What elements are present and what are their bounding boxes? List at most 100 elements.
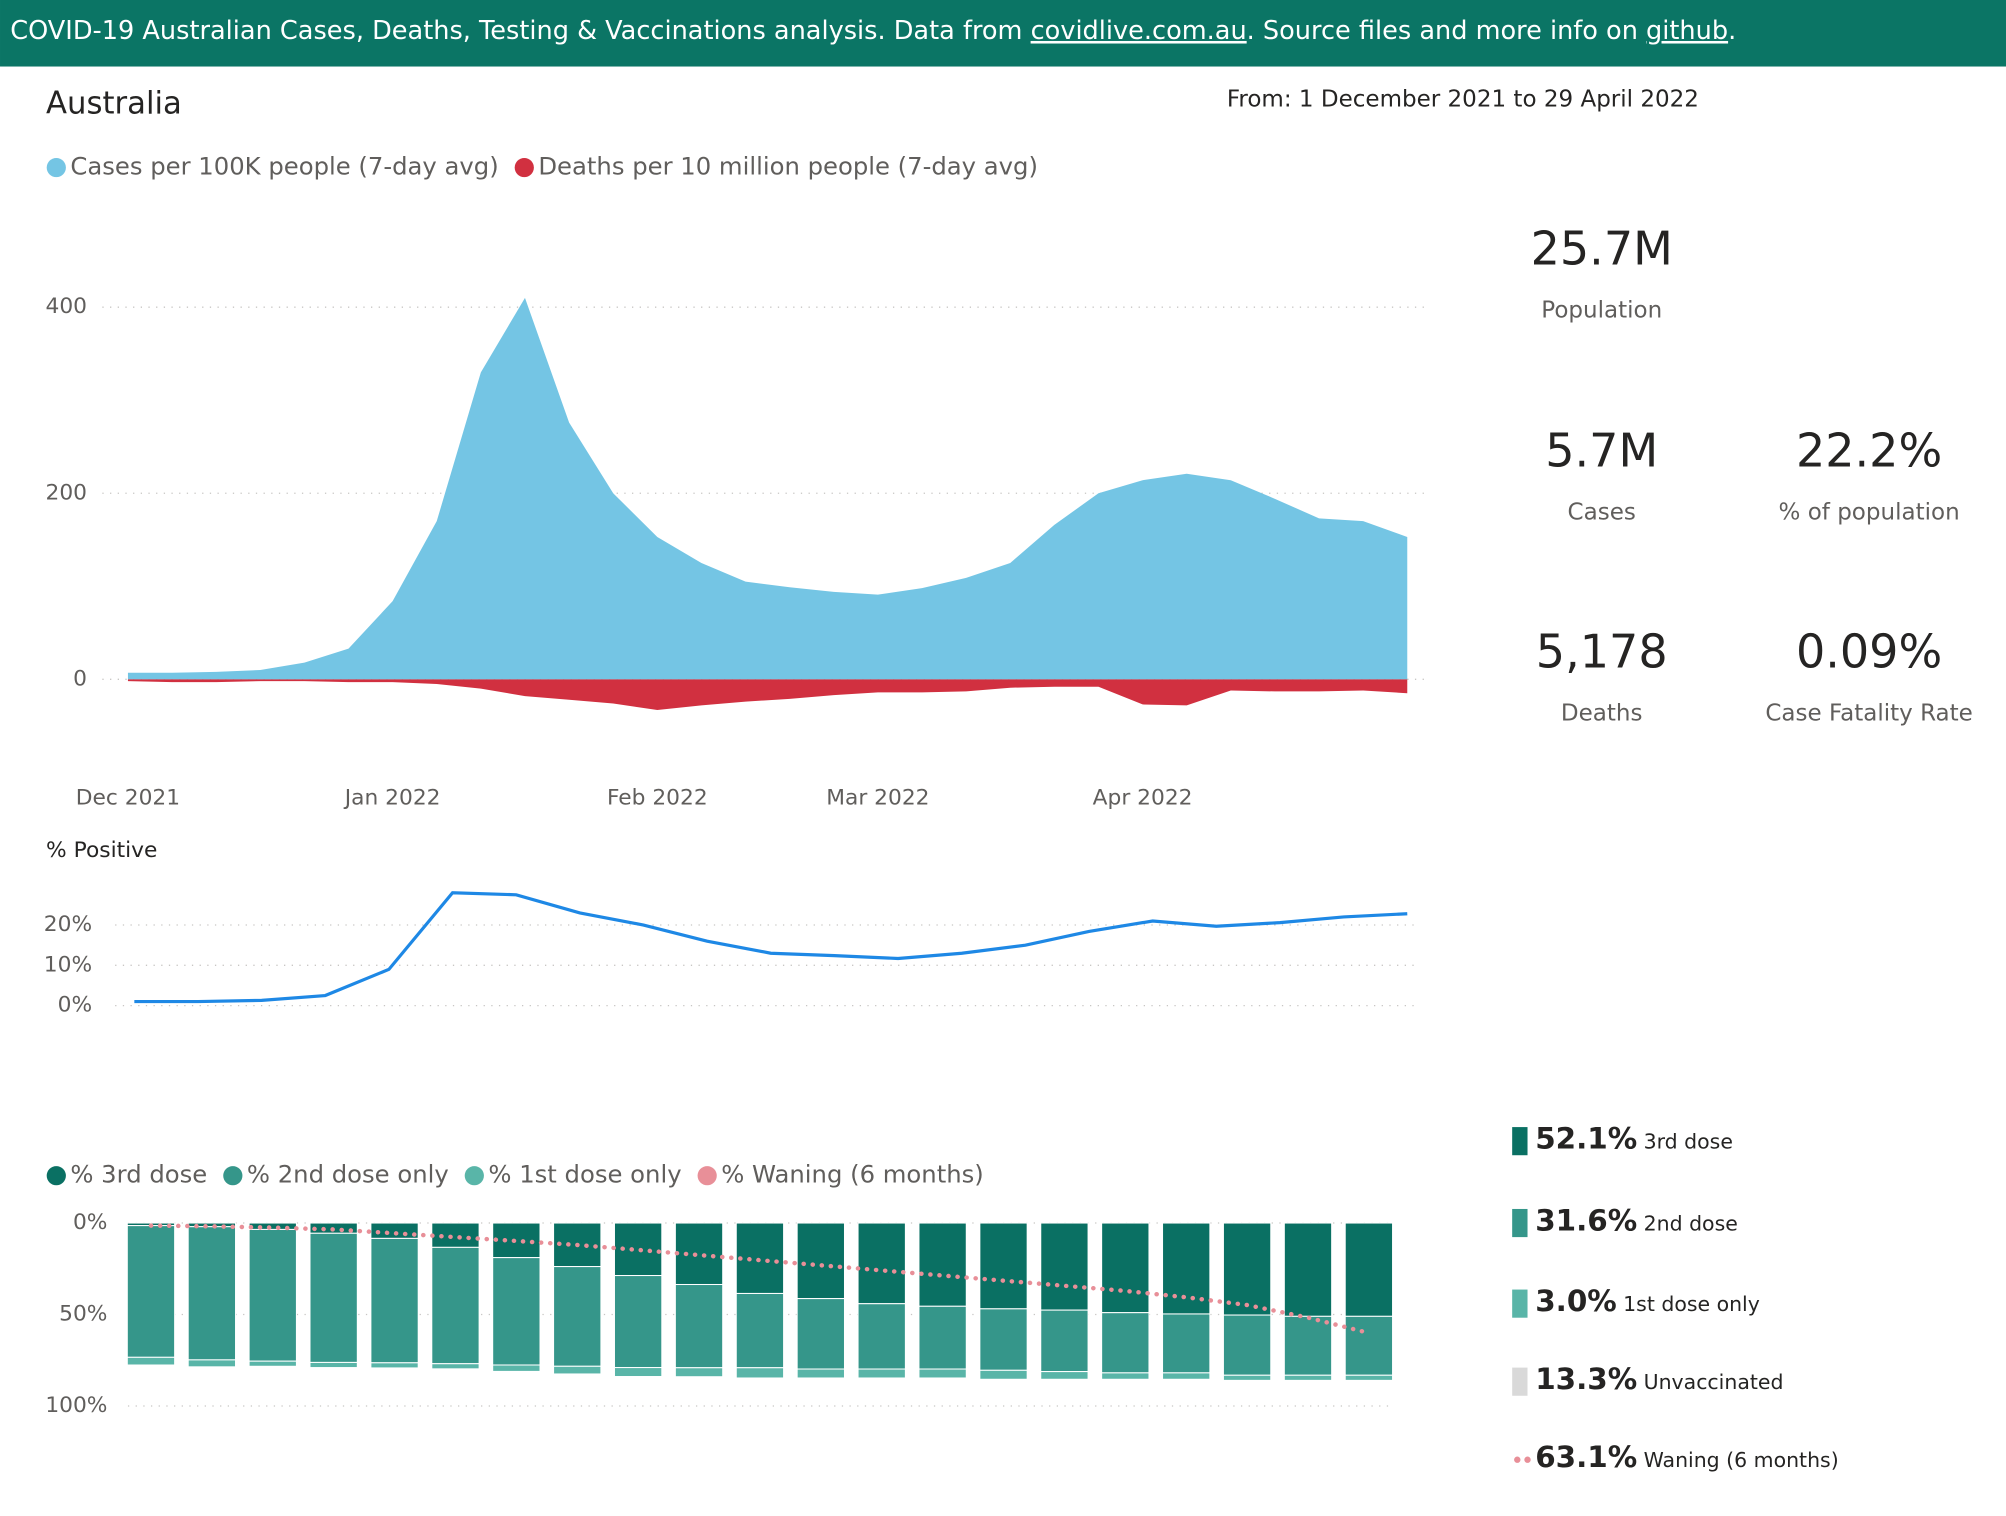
legend-swatch bbox=[1512, 1208, 1528, 1238]
bar-segment bbox=[1222, 1374, 1272, 1381]
bar-segment bbox=[735, 1367, 785, 1379]
header-text: COVID-19 Australian Cases, Deaths, Testi… bbox=[10, 16, 1736, 46]
kpi-value: 0.09% bbox=[1796, 625, 1942, 679]
kpi-value: 5,178 bbox=[1536, 625, 1668, 679]
waning-line bbox=[148, 1223, 1372, 1336]
bar-segment bbox=[1283, 1315, 1333, 1376]
bar-segment bbox=[796, 1222, 846, 1300]
bar-segment bbox=[674, 1283, 724, 1369]
kpi-label: Deaths bbox=[1561, 700, 1643, 726]
bar-segment bbox=[1344, 1374, 1394, 1381]
header-text-part: . Source files and more info on bbox=[1247, 16, 1646, 46]
bar-segment bbox=[248, 1228, 297, 1362]
bar-segment bbox=[126, 1356, 176, 1366]
kpi-label: Cases bbox=[1568, 500, 1636, 526]
bar-segment bbox=[492, 1364, 541, 1372]
y-tick-label: 0% bbox=[73, 1210, 107, 1235]
bar-segment bbox=[1344, 1222, 1394, 1317]
dashboard-title: Australia bbox=[46, 86, 182, 121]
bar-segment bbox=[431, 1222, 480, 1248]
summary-value: 52.1% bbox=[1535, 1121, 1637, 1155]
y-tick-label: 200 bbox=[46, 480, 87, 505]
bar-segment bbox=[309, 1361, 358, 1369]
bar-segment bbox=[431, 1363, 480, 1370]
y-tick-label: 0% bbox=[58, 993, 92, 1018]
bar-segment bbox=[1283, 1374, 1333, 1381]
legend-label: Deaths per 10 million people (7-day avg) bbox=[538, 152, 1038, 181]
bar-segment bbox=[918, 1305, 967, 1370]
legend-label: % 2nd dose only bbox=[247, 1160, 449, 1189]
area bbox=[127, 679, 1408, 711]
bar-segment bbox=[796, 1298, 846, 1370]
bar-segment bbox=[1344, 1315, 1394, 1376]
legend-swatch bbox=[1512, 1127, 1528, 1156]
bar-segment bbox=[1101, 1372, 1150, 1380]
bar-segment bbox=[187, 1359, 237, 1368]
kpi-value: 22.2% bbox=[1796, 424, 1942, 478]
kpi-value: 25.7M bbox=[1531, 222, 1673, 276]
bar-segment bbox=[248, 1360, 297, 1367]
y-tick-label: 100% bbox=[45, 1393, 107, 1418]
link[interactable]: github bbox=[1646, 16, 1728, 46]
kpi-value: 5.7M bbox=[1545, 424, 1658, 478]
x-tick-label: Feb 2022 bbox=[607, 785, 708, 810]
bar-segment bbox=[979, 1369, 1028, 1380]
legend-dot bbox=[1524, 1456, 1531, 1463]
header-text-part: COVID-19 Australian Cases, Deaths, Testi… bbox=[10, 16, 1030, 46]
bar-segment bbox=[796, 1368, 846, 1379]
area bbox=[127, 297, 1408, 680]
chart-title: % Positive bbox=[46, 838, 157, 863]
summary-value: 31.6% bbox=[1535, 1203, 1637, 1237]
bar-segment bbox=[1040, 1309, 1089, 1373]
y-tick-label: 50% bbox=[59, 1302, 107, 1327]
bar-segment bbox=[918, 1368, 967, 1379]
y-tick-label: 400 bbox=[46, 294, 87, 319]
link[interactable]: covidlive.com.au bbox=[1031, 16, 1247, 46]
legend-marker bbox=[46, 1166, 66, 1186]
bar-segment bbox=[1162, 1372, 1211, 1380]
bar-segment bbox=[1162, 1313, 1211, 1374]
legend-marker bbox=[514, 157, 534, 178]
summary-value: 3.0% bbox=[1535, 1284, 1617, 1318]
legend-dot bbox=[1514, 1456, 1521, 1463]
bar-segment bbox=[674, 1367, 724, 1378]
bar-segment bbox=[857, 1368, 906, 1379]
y-tick-label: 10% bbox=[44, 952, 92, 977]
bar-segment bbox=[1101, 1222, 1150, 1314]
legend-label: % Waning (6 months) bbox=[721, 1160, 984, 1189]
bar-segment bbox=[126, 1225, 176, 1358]
bar-segment bbox=[1040, 1371, 1089, 1380]
bar-segment bbox=[370, 1362, 419, 1369]
kpi-label: Population bbox=[1541, 297, 1662, 323]
header-text-part: . bbox=[1728, 16, 1736, 46]
date-range: From: 1 December 2021 to 29 April 2022 bbox=[1227, 86, 1699, 112]
bar-segment bbox=[370, 1237, 419, 1364]
header-bar bbox=[0, 0, 2006, 67]
legend-swatch bbox=[1512, 1367, 1528, 1396]
bar-segment bbox=[187, 1226, 237, 1361]
summary-label: 1st dose only bbox=[1623, 1292, 1760, 1316]
bar-segment bbox=[735, 1292, 785, 1369]
x-tick-label: Apr 2022 bbox=[1093, 785, 1193, 810]
kpi-label: Case Fatality Rate bbox=[1765, 700, 1973, 726]
legend-marker bbox=[223, 1166, 243, 1186]
legend-marker bbox=[697, 1166, 717, 1186]
bar-segment bbox=[309, 1232, 358, 1363]
summary-label: 3rd dose bbox=[1644, 1129, 1733, 1153]
kpi-label: % of population bbox=[1779, 500, 1960, 526]
bar-segment bbox=[613, 1367, 663, 1378]
summary-value: 13.3% bbox=[1535, 1362, 1637, 1396]
bar-segment bbox=[1222, 1314, 1272, 1376]
bar-segment bbox=[1222, 1222, 1272, 1316]
bar-segment bbox=[492, 1257, 541, 1366]
bar-segment bbox=[1283, 1222, 1333, 1317]
bar-segment bbox=[674, 1222, 724, 1286]
bar-segment bbox=[979, 1308, 1028, 1371]
bar-segment bbox=[553, 1365, 602, 1375]
y-tick-label: 20% bbox=[44, 912, 92, 937]
summary-label: Waning (6 months) bbox=[1644, 1448, 1839, 1472]
bar-segment bbox=[918, 1222, 967, 1307]
legend-label: Cases per 100K people (7-day avg) bbox=[70, 152, 498, 181]
bar-segment bbox=[431, 1246, 480, 1365]
bar-segment bbox=[979, 1222, 1028, 1310]
